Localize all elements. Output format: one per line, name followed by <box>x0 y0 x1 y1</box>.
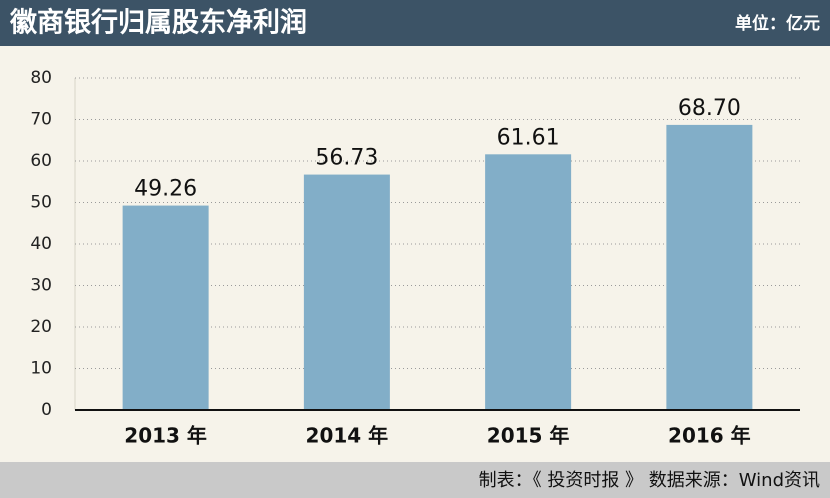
bar <box>122 205 209 410</box>
y-tick-label: 30 <box>30 276 52 296</box>
y-tick-label: 80 <box>30 68 52 88</box>
value-label: 49.26 <box>134 177 197 202</box>
value-label: 68.70 <box>678 96 741 121</box>
y-tick-label: 20 <box>30 317 52 337</box>
chart-title: 徽商银行归属股东净利润 <box>9 7 307 39</box>
x-tick-label: 2013 年 <box>124 424 207 448</box>
bar <box>303 174 390 410</box>
x-tick-label: 2015 年 <box>487 424 570 448</box>
y-tick-label: 50 <box>30 193 52 213</box>
y-tick-label: 70 <box>30 110 52 130</box>
bar <box>485 154 572 410</box>
x-tick-label: 2016 年 <box>668 424 751 448</box>
y-tick-label: 10 <box>30 359 52 379</box>
y-tick-label: 60 <box>30 151 52 171</box>
footer-band <box>0 462 830 498</box>
bar <box>666 124 753 411</box>
y-tick-label: 0 <box>41 400 52 420</box>
y-tick-label: 40 <box>30 234 52 254</box>
header-band <box>0 0 830 46</box>
value-label: 56.73 <box>315 146 378 171</box>
source-note: 制表：《 投资时报 》 数据来源：Wind资讯 <box>479 470 820 491</box>
x-tick-label: 2014 年 <box>306 424 389 448</box>
unit-label: 单位：亿元 <box>735 13 820 34</box>
value-label: 61.61 <box>497 125 560 150</box>
